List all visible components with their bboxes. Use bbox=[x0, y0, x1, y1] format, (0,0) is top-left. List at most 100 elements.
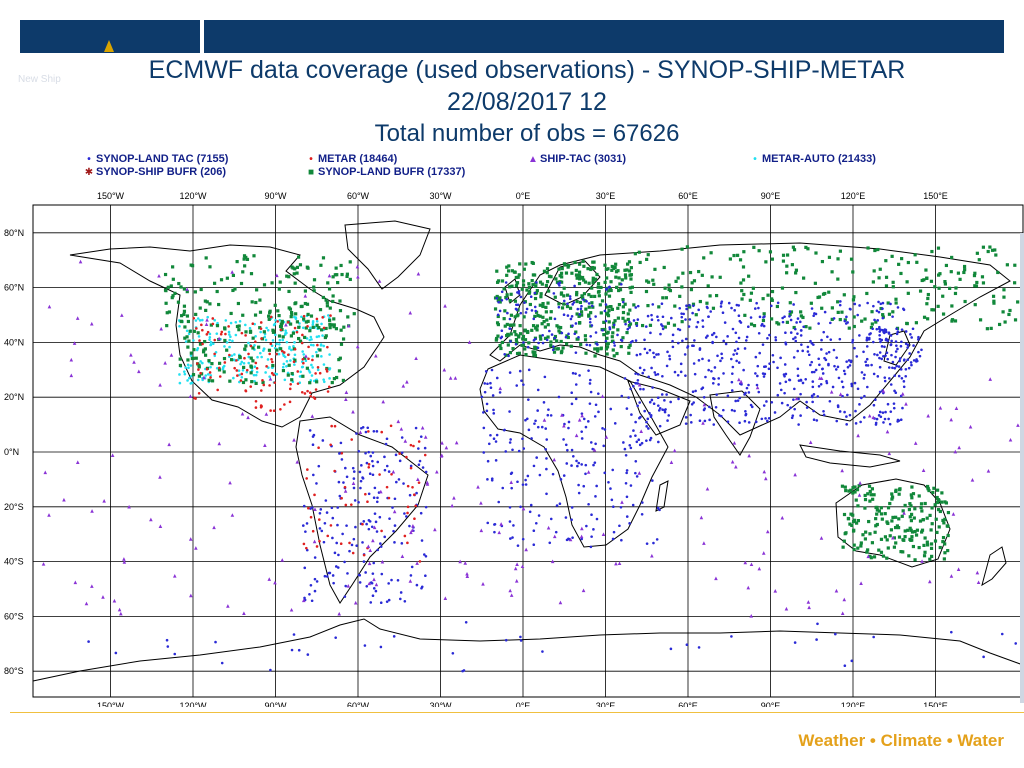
obs-point bbox=[555, 339, 559, 343]
obs-point bbox=[721, 311, 725, 314]
obs-point bbox=[882, 354, 885, 358]
obs-point bbox=[505, 333, 509, 338]
obs-point bbox=[267, 348, 272, 352]
obs-point bbox=[344, 503, 348, 507]
obs-point bbox=[878, 334, 881, 337]
obs-point bbox=[292, 345, 295, 348]
obs-point bbox=[705, 301, 709, 305]
obs-point bbox=[754, 420, 758, 424]
obs-point bbox=[344, 390, 349, 394]
obs-point bbox=[973, 284, 977, 288]
obs-point bbox=[809, 301, 813, 305]
obs-point bbox=[841, 385, 845, 389]
obs-point bbox=[372, 587, 376, 590]
obs-point bbox=[577, 335, 580, 339]
obs-point bbox=[332, 317, 336, 321]
obs-point bbox=[764, 365, 768, 368]
obs-point bbox=[320, 529, 324, 533]
obs-point bbox=[552, 534, 557, 539]
obs-point bbox=[293, 326, 297, 330]
legend-dot-icon: • bbox=[753, 154, 757, 165]
obs-point bbox=[910, 496, 914, 500]
obs-point bbox=[414, 504, 418, 508]
obs-point bbox=[593, 294, 597, 299]
obs-point bbox=[187, 366, 190, 370]
obs-point bbox=[651, 303, 655, 306]
obs-point bbox=[886, 546, 890, 550]
obs-point bbox=[584, 463, 588, 467]
obs-point bbox=[293, 353, 297, 357]
obs-point bbox=[405, 515, 408, 518]
obs-point bbox=[323, 574, 327, 578]
obs-point bbox=[288, 347, 291, 350]
obs-point bbox=[628, 443, 632, 447]
obs-point bbox=[479, 528, 484, 533]
lon-tick-label-bottom: 150°W bbox=[97, 701, 125, 707]
obs-point bbox=[730, 408, 734, 412]
obs-point bbox=[303, 392, 307, 395]
obs-point bbox=[865, 345, 869, 348]
obs-point bbox=[194, 356, 198, 360]
obs-point bbox=[208, 332, 212, 336]
obs-point bbox=[300, 365, 304, 369]
obs-point bbox=[740, 289, 744, 293]
obs-point bbox=[385, 600, 389, 603]
obs-point bbox=[367, 450, 371, 454]
obs-point bbox=[741, 265, 746, 269]
obs-point bbox=[338, 309, 343, 313]
obs-point bbox=[206, 373, 210, 376]
obs-point bbox=[202, 375, 206, 380]
obs-point bbox=[284, 322, 288, 327]
obs-point bbox=[888, 501, 892, 506]
obs-point bbox=[341, 378, 345, 383]
obs-point bbox=[607, 480, 610, 484]
obs-point bbox=[685, 304, 688, 307]
obs-point bbox=[628, 320, 631, 324]
obs-point bbox=[524, 483, 528, 486]
obs-point bbox=[612, 505, 615, 509]
obs-point bbox=[632, 429, 635, 432]
obs-point bbox=[578, 277, 582, 281]
obs-point bbox=[801, 381, 805, 385]
obs-point bbox=[962, 264, 967, 269]
obs-point bbox=[567, 420, 571, 424]
obs-point bbox=[600, 394, 605, 398]
obs-point bbox=[295, 265, 299, 269]
obs-point bbox=[921, 468, 926, 472]
obs-point bbox=[742, 368, 745, 372]
obs-point bbox=[188, 537, 193, 541]
obs-point bbox=[259, 351, 262, 355]
obs-point bbox=[953, 291, 958, 296]
obs-point bbox=[361, 477, 365, 480]
obs-point bbox=[780, 401, 784, 405]
obs-point bbox=[537, 514, 541, 517]
legend-item-metar-auto: • METAR-AUTO (21433) bbox=[750, 153, 876, 165]
obs-point bbox=[311, 358, 314, 362]
obs-point bbox=[305, 302, 310, 306]
obs-point bbox=[247, 361, 251, 365]
obs-point bbox=[527, 428, 531, 432]
obs-point bbox=[283, 403, 286, 406]
obs-point bbox=[577, 491, 581, 495]
obs-point bbox=[182, 370, 186, 373]
obs-point bbox=[922, 278, 926, 282]
obs-point bbox=[801, 349, 805, 353]
obs-point bbox=[231, 273, 236, 278]
obs-point bbox=[910, 530, 915, 534]
obs-point bbox=[524, 547, 528, 552]
obs-point bbox=[880, 357, 884, 361]
obs-point bbox=[239, 362, 242, 366]
obs-point bbox=[568, 297, 572, 301]
obs-point bbox=[261, 379, 264, 382]
obs-point bbox=[885, 556, 889, 560]
obs-point bbox=[612, 341, 616, 344]
obs-point bbox=[259, 404, 263, 407]
obs-point bbox=[909, 333, 912, 336]
lon-tick-label-top: 150°W bbox=[97, 191, 125, 201]
obs-point bbox=[336, 506, 340, 509]
obs-point bbox=[296, 370, 300, 373]
obs-point bbox=[648, 400, 652, 404]
obs-point bbox=[986, 249, 990, 254]
obs-point bbox=[895, 332, 899, 336]
obs-point bbox=[885, 429, 890, 434]
